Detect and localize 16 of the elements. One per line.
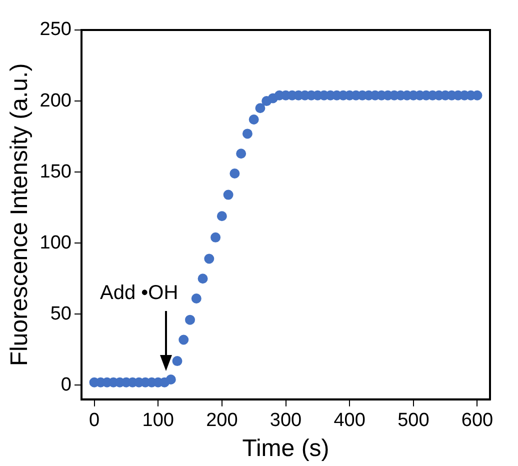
- x-tick-label: 200: [206, 410, 238, 432]
- x-tick-label: 500: [398, 410, 430, 432]
- y-axis-title: Fluorescence Intensity (a.u.): [6, 63, 34, 366]
- x-tick-label: 600: [461, 410, 494, 432]
- y-tick-label: 0: [60, 374, 72, 396]
- y-tick-label: 150: [40, 161, 72, 182]
- x-tick-label: 300: [270, 410, 302, 432]
- annotation: Add •OH: [100, 282, 178, 306]
- x-tick-label: 0: [88, 410, 100, 432]
- y-tick-label: 100: [40, 232, 72, 254]
- y-tick-label: 200: [40, 90, 72, 112]
- x-tick-label: 100: [142, 410, 174, 432]
- y-tick-label: 50: [50, 303, 72, 324]
- x-axis-title: Time (s): [242, 435, 330, 462]
- x-tick-label: 400: [334, 410, 366, 432]
- y-tick-label: 250: [40, 19, 72, 40]
